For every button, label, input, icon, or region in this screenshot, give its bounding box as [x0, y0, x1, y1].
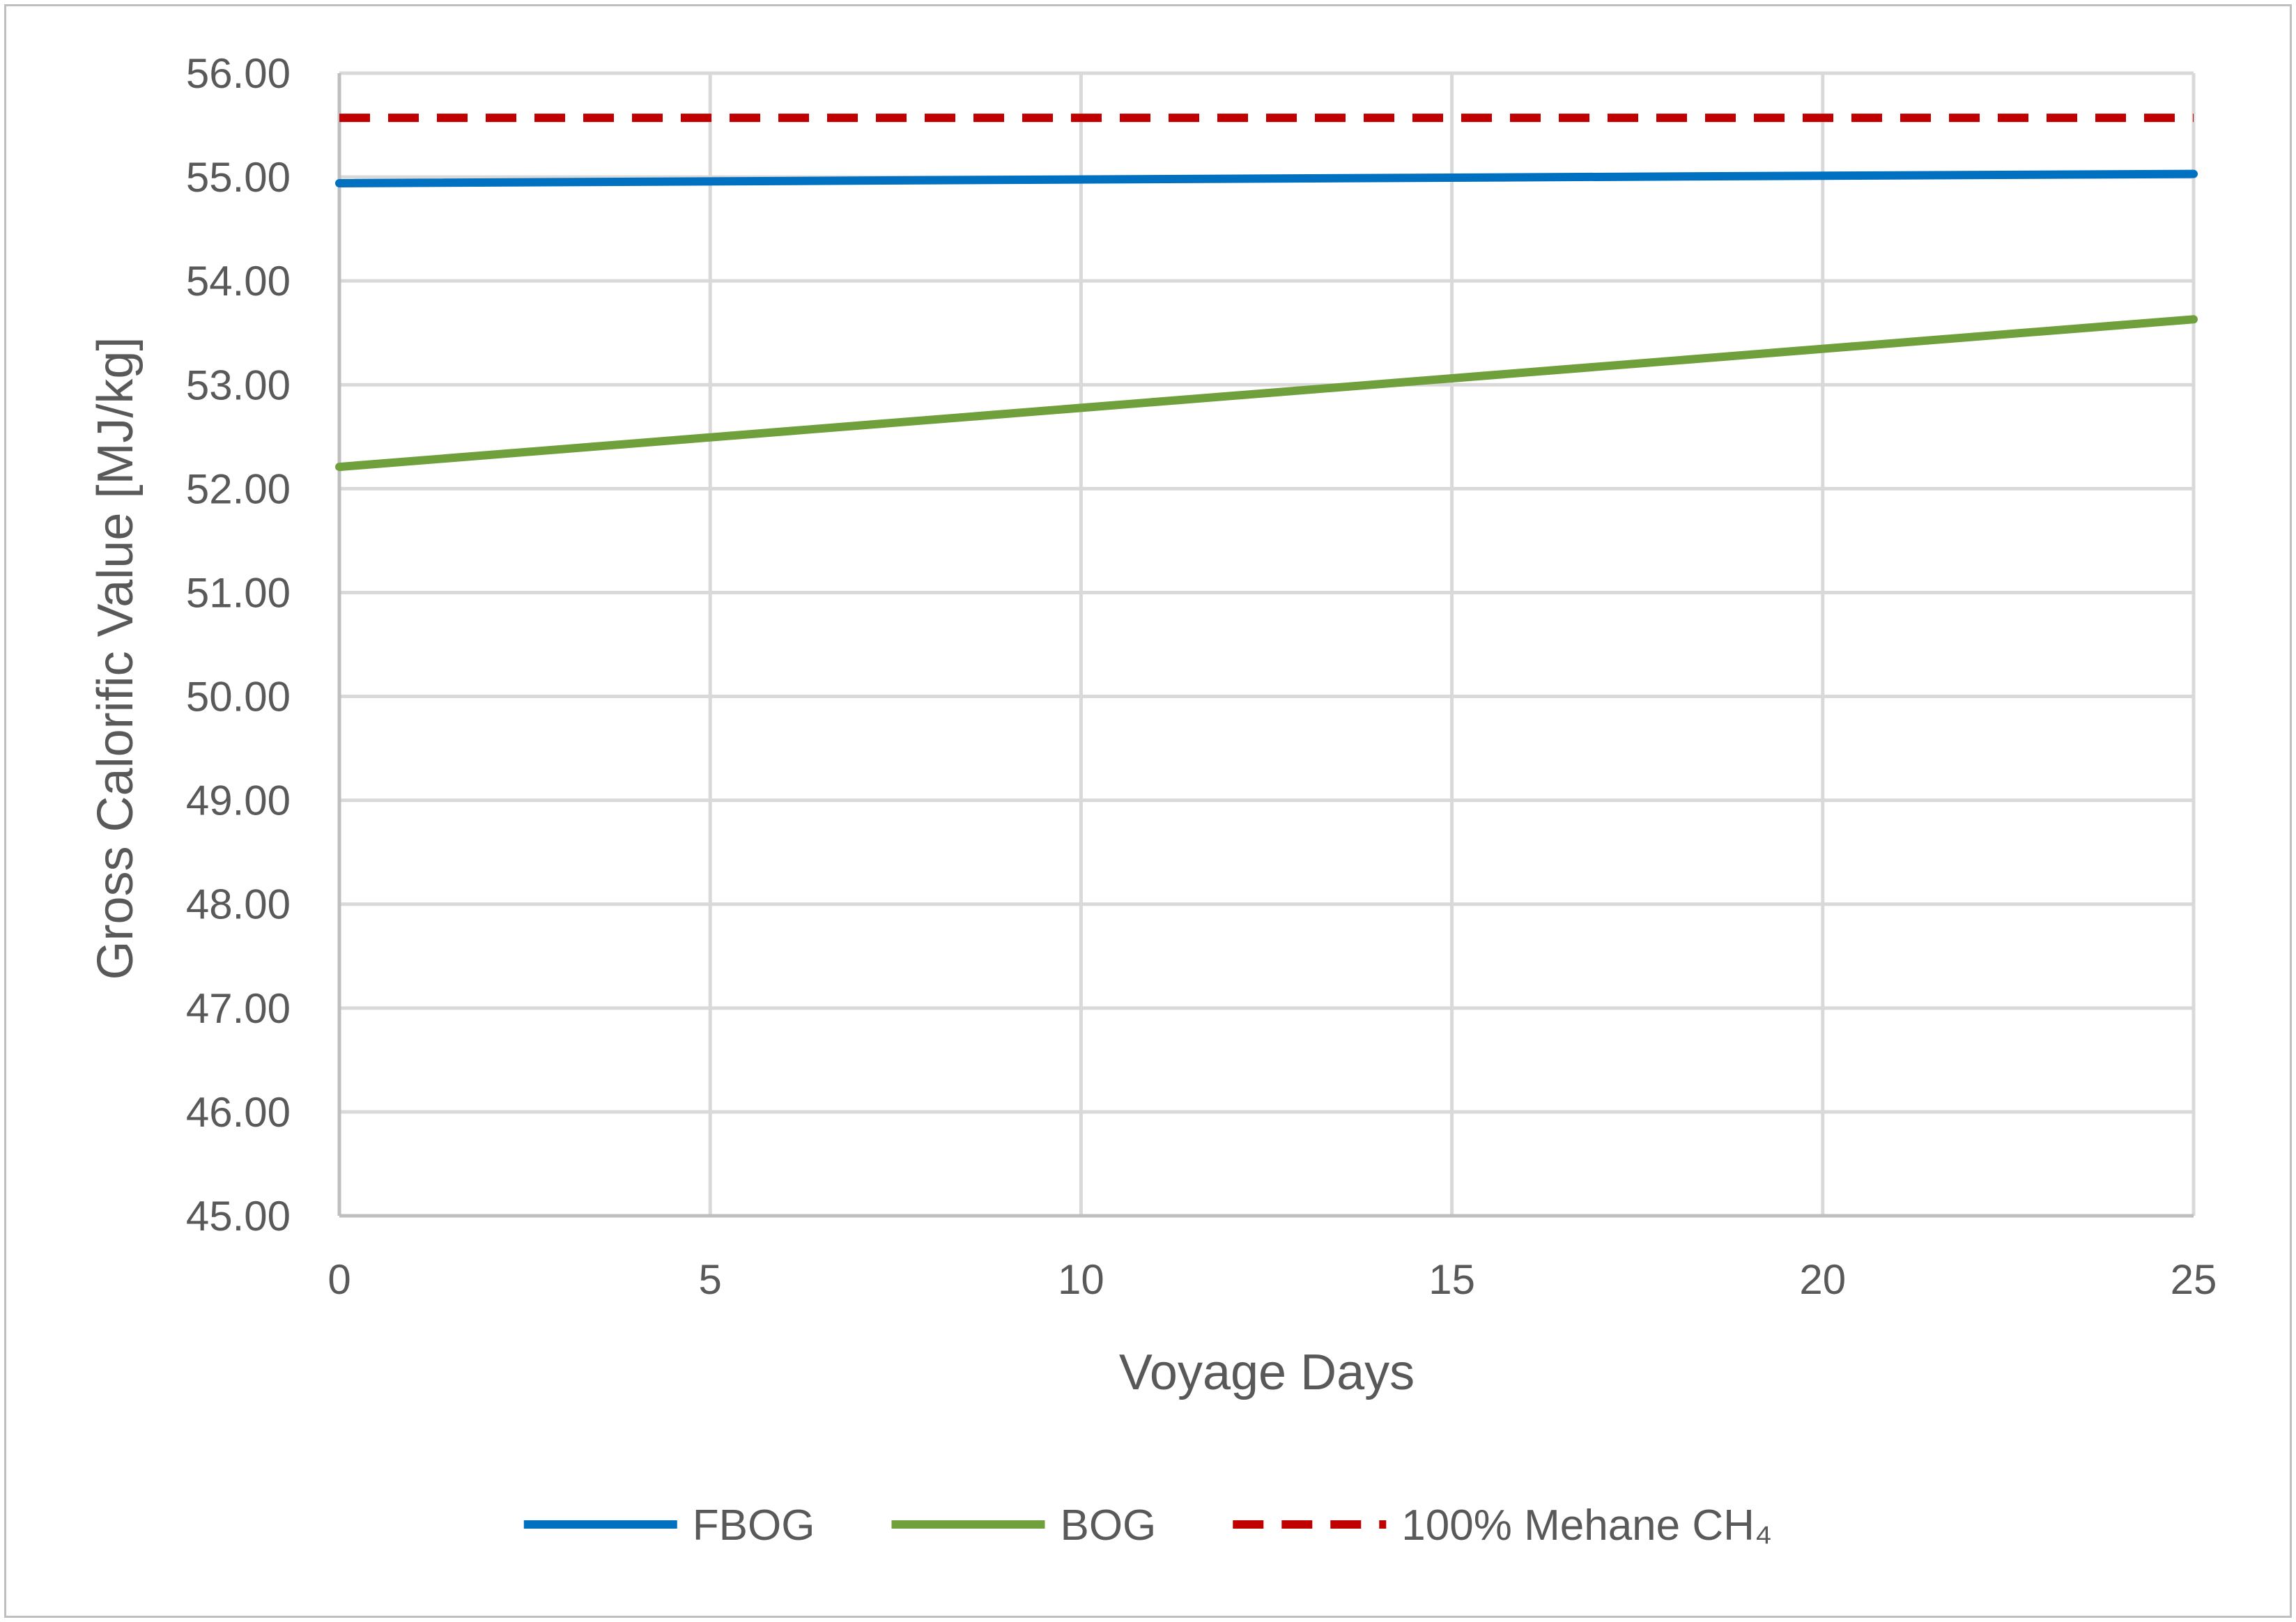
axes	[337, 73, 2194, 1218]
legend: FBOG BOG 100% Mehane CH₄	[523, 1501, 1772, 1550]
x-tick-label: 10	[1058, 1256, 1104, 1303]
y-axis-title: Gross Calorific Value [MJ/kg]	[88, 337, 144, 980]
y-tick-label: 53.00	[186, 362, 291, 408]
series-line-fbog	[335, 169, 2198, 187]
chart-frame	[4, 4, 2292, 1618]
legend-item: BOG	[891, 1501, 1156, 1550]
y-tick-label: 52.00	[186, 465, 291, 512]
x-tick-label: 15	[1428, 1256, 1475, 1303]
series-lines	[335, 114, 2198, 472]
y-tick-label: 51.00	[186, 569, 291, 616]
x-tick-label: 25	[2171, 1256, 2217, 1303]
legend-label: BOG	[1060, 1501, 1156, 1550]
y-tick-label: 46.00	[186, 1089, 291, 1136]
y-tick-label: 50.00	[186, 674, 291, 720]
y-tick-label: 48.00	[186, 881, 291, 928]
x-tick-label: 0	[328, 1256, 350, 1303]
y-tick-label: 55.00	[186, 154, 291, 201]
y-tick-label: 45.00	[186, 1193, 291, 1239]
tick-labels: 45.00 46.00 47.00 48.00 49.00 50.00 51.00 52.00…	[186, 50, 2217, 1303]
y-tick-label: 47.00	[186, 985, 291, 1032]
y-tick-label: 56.00	[186, 50, 291, 97]
gridlines	[339, 71, 2196, 1216]
x-tick-label: 5	[699, 1256, 722, 1303]
y-tick-label: 54.00	[186, 258, 291, 304]
x-axis-title: Voyage Days	[1119, 1345, 1415, 1400]
series-line-bog	[335, 315, 2198, 472]
legend-label: 100% Mehane CH₄	[1401, 1501, 1772, 1550]
legend-item: FBOG	[523, 1501, 815, 1550]
legend-item: 100% Mehane CH₄	[1233, 1501, 1772, 1550]
legend-label: FBOG	[693, 1501, 815, 1550]
y-tick-label: 49.00	[186, 778, 291, 824]
x-tick-label: 20	[1799, 1256, 1846, 1303]
